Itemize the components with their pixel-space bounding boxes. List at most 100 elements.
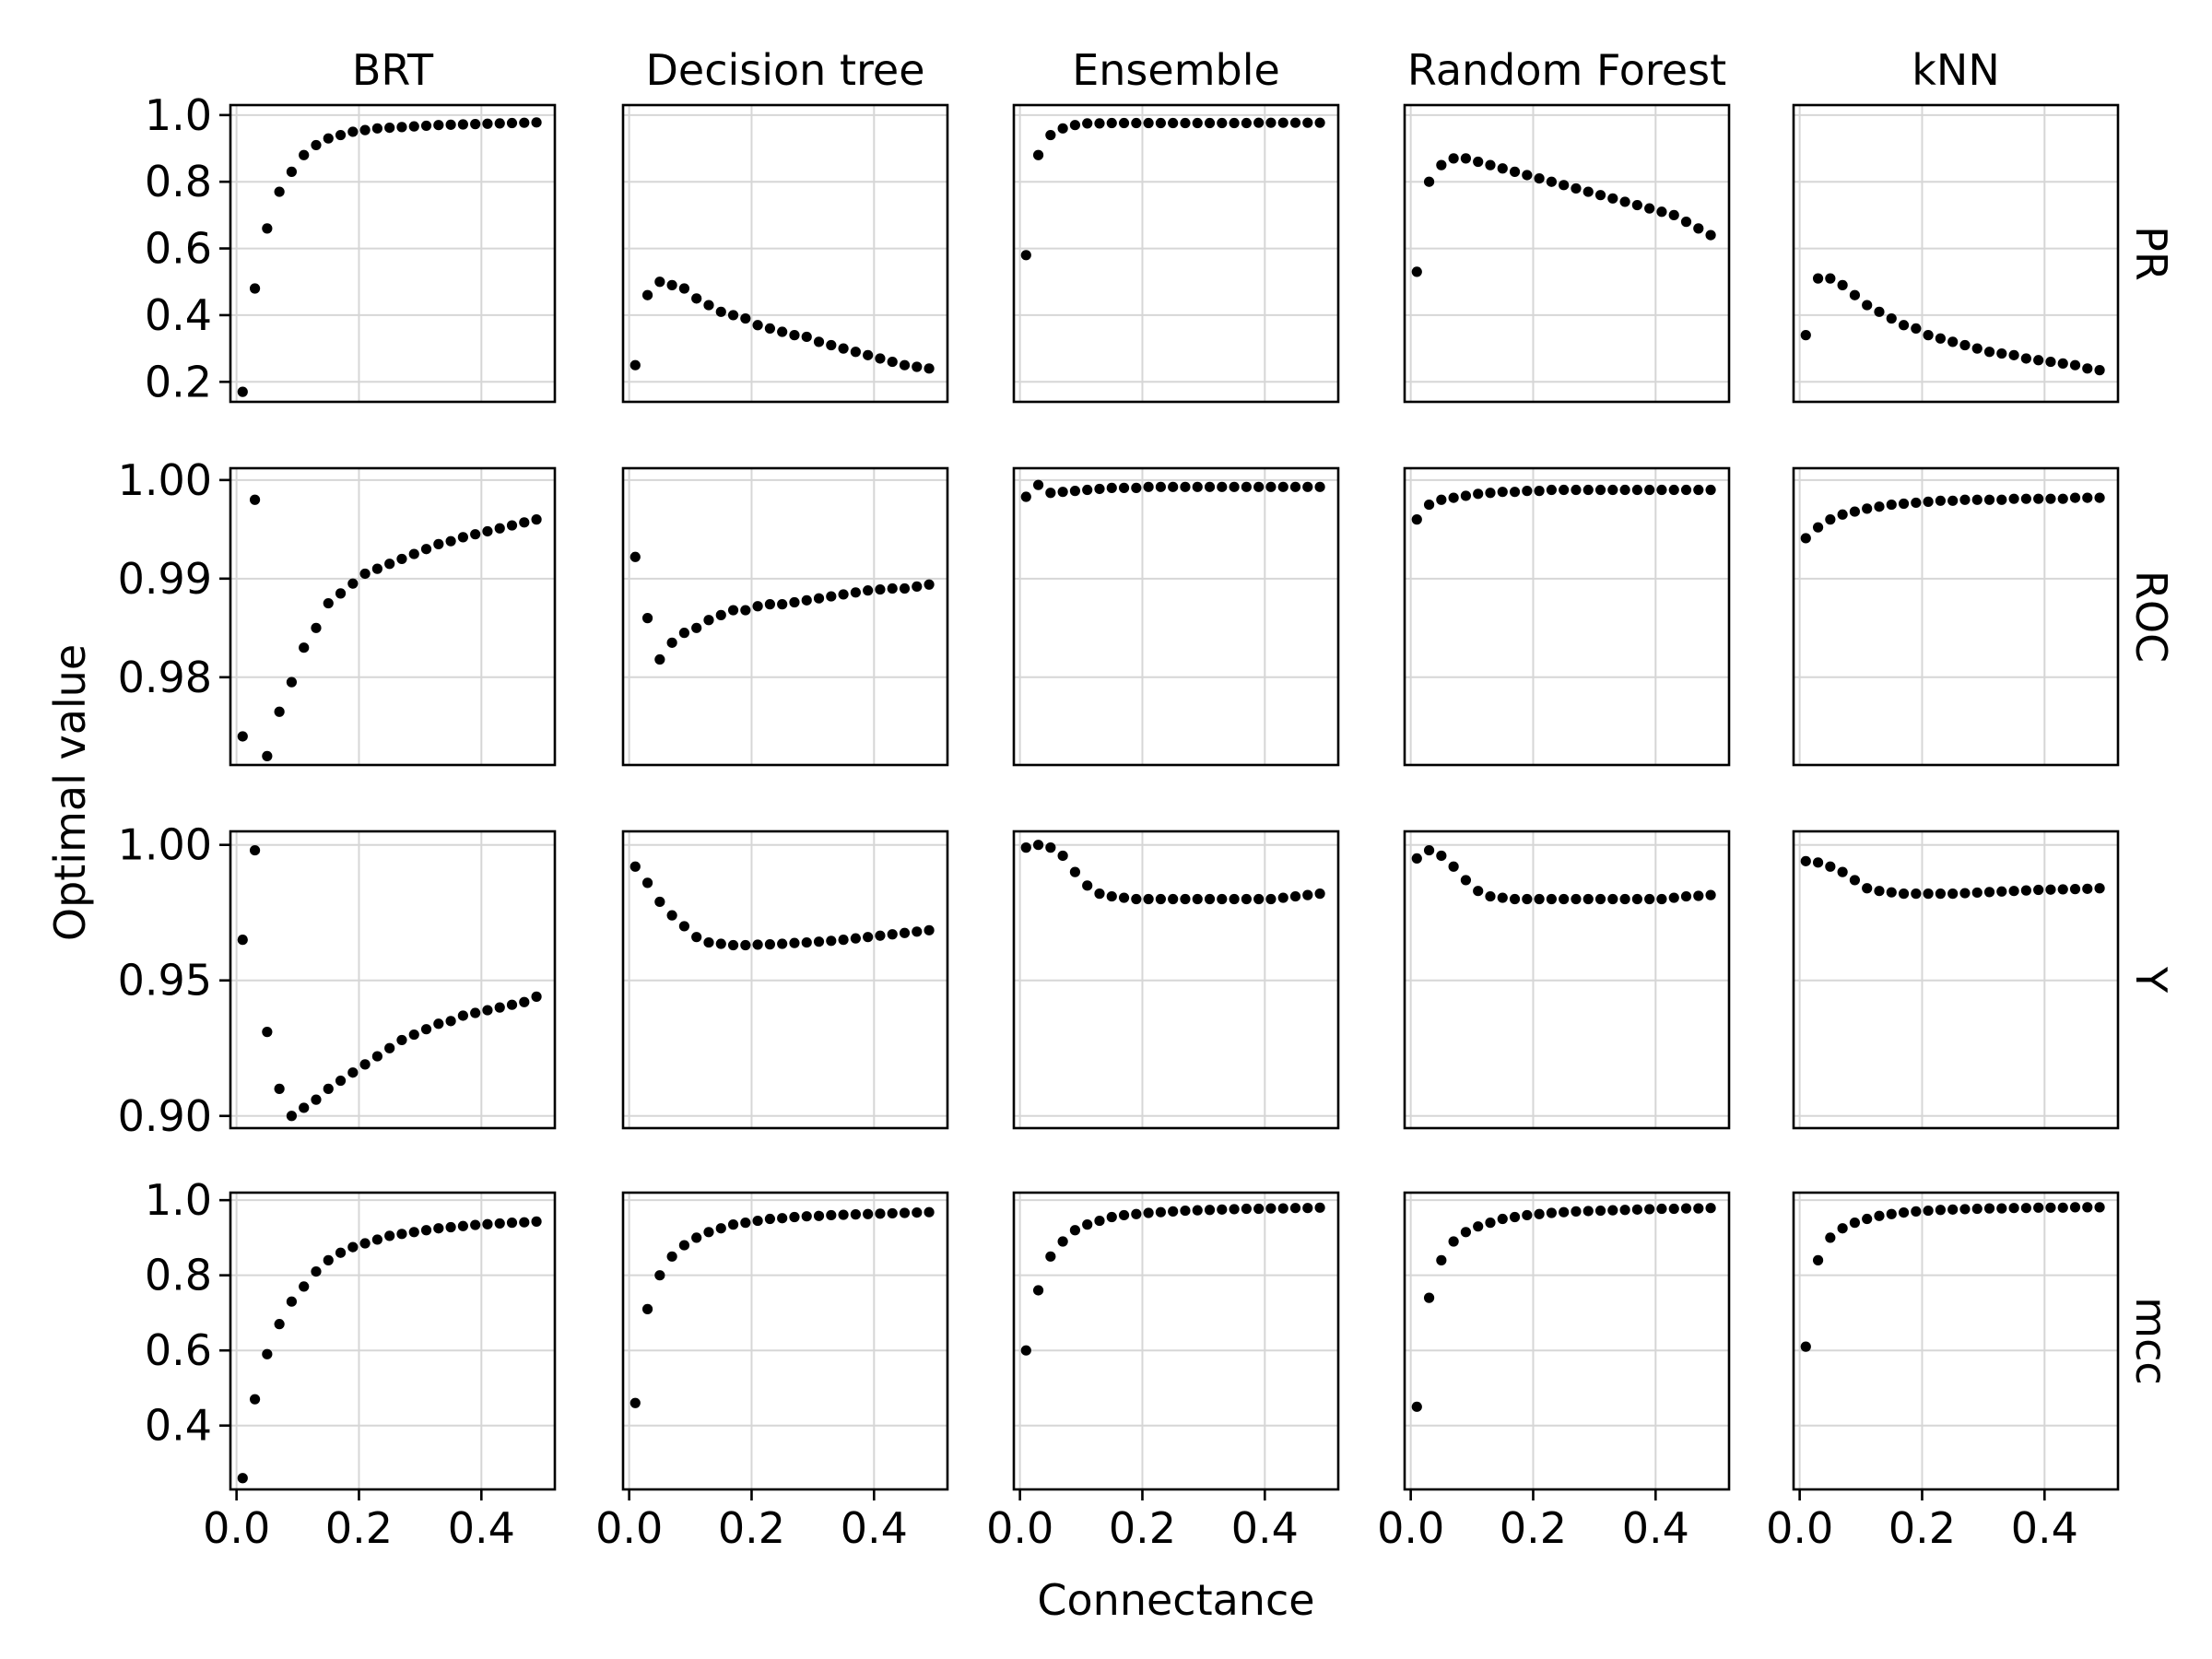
data-point-decision-tree-pr-12: [777, 326, 788, 337]
data-point-knn-roc-13: [1959, 494, 1971, 505]
data-point-knn-y-16: [1996, 886, 2007, 897]
data-point-decision-tree-y-23: [912, 926, 923, 937]
data-point-brt-roc-10: [359, 568, 371, 580]
data-point-ensemble-pr-20: [1265, 117, 1277, 128]
y-tick-label-pr-3: 0.4: [145, 290, 212, 340]
data-point-knn-y-12: [1947, 888, 1959, 900]
data-point-ensemble-pr-22: [1289, 117, 1301, 128]
data-point-ensemble-mcc-8: [1118, 1209, 1130, 1221]
data-point-decision-tree-mcc-24: [924, 1206, 935, 1218]
data-point-ensemble-y-19: [1253, 893, 1265, 905]
data-point-knn-pr-24: [2094, 365, 2105, 376]
data-point-brt-y-2: [262, 1027, 273, 1038]
data-point-brt-pr-1: [249, 283, 261, 294]
data-point-brt-pr-19: [470, 119, 481, 130]
data-point-random-forest-mcc-9: [1522, 1209, 1533, 1221]
data-point-decision-tree-mcc-1: [641, 1303, 653, 1314]
data-point-brt-y-22: [506, 999, 518, 1010]
data-point-knn-mcc-16: [1996, 1203, 2007, 1214]
data-point-knn-mcc-10: [1923, 1205, 1934, 1217]
data-point-random-forest-mcc-18: [1631, 1204, 1642, 1215]
data-point-knn-pr-2: [1825, 273, 1836, 284]
data-point-ensemble-y-12: [1168, 893, 1179, 905]
data-point-ensemble-roc-18: [1241, 481, 1252, 492]
data-point-ensemble-y-5: [1082, 880, 1093, 891]
data-point-decision-tree-roc-20: [875, 583, 886, 595]
data-point-ensemble-mcc-2: [1045, 1251, 1056, 1262]
data-point-decision-tree-mcc-21: [887, 1207, 898, 1219]
data-point-brt-mcc-1: [249, 1394, 261, 1405]
data-point-random-forest-y-11: [1546, 893, 1557, 905]
data-point-knn-y-20: [2045, 884, 2056, 895]
data-point-random-forest-y-5: [1473, 886, 1484, 897]
data-point-random-forest-pr-6: [1485, 159, 1496, 171]
data-point-decision-tree-mcc-7: [715, 1223, 726, 1234]
column-title-random-forest: Random Forest: [1407, 45, 1726, 95]
data-point-ensemble-mcc-15: [1204, 1205, 1216, 1216]
data-point-decision-tree-pr-7: [715, 306, 726, 317]
data-point-decision-tree-mcc-17: [838, 1209, 849, 1220]
data-point-brt-y-17: [445, 1016, 456, 1027]
data-point-brt-mcc-15: [420, 1225, 432, 1236]
data-point-brt-mcc-9: [347, 1241, 359, 1253]
data-point-brt-pr-21: [494, 118, 505, 129]
panel-frame-ensemble-roc: [1012, 466, 1340, 767]
data-point-knn-roc-24: [2094, 492, 2105, 503]
data-point-ensemble-y-2: [1045, 842, 1056, 853]
panel-frame-decision-tree-pr: [621, 103, 949, 404]
data-point-knn-mcc-13: [1959, 1204, 1971, 1215]
data-point-decision-tree-y-4: [678, 921, 690, 932]
data-point-random-forest-roc-6: [1485, 488, 1496, 499]
x-tick-label-ensemble-2: 0.4: [1231, 1503, 1299, 1553]
data-point-ensemble-y-10: [1143, 893, 1154, 905]
data-point-ensemble-mcc-0: [1020, 1345, 1031, 1356]
data-point-knn-roc-6: [1874, 501, 1885, 512]
data-point-knn-pr-20: [2045, 356, 2056, 368]
data-point-knn-roc-9: [1911, 497, 1922, 509]
y-axis-label: Optimal value: [45, 644, 95, 941]
data-point-knn-mcc-20: [2045, 1202, 2056, 1213]
data-point-brt-roc-22: [506, 520, 518, 531]
data-point-brt-y-7: [323, 1083, 334, 1094]
data-point-decision-tree-mcc-10: [752, 1215, 763, 1227]
data-point-brt-y-24: [531, 991, 542, 1002]
data-point-brt-pr-4: [286, 166, 298, 177]
data-point-decision-tree-mcc-8: [727, 1219, 739, 1230]
data-point-ensemble-roc-16: [1217, 481, 1228, 492]
data-point-decision-tree-roc-12: [777, 599, 788, 610]
y-tick-label-roc-1: 0.99: [118, 554, 212, 604]
data-point-knn-y-6: [1874, 886, 1885, 897]
data-point-ensemble-roc-11: [1155, 481, 1166, 492]
data-point-ensemble-pr-6: [1094, 118, 1105, 129]
data-point-random-forest-mcc-13: [1571, 1206, 1582, 1217]
data-point-brt-pr-18: [457, 119, 468, 130]
data-point-knn-mcc-3: [1837, 1223, 1848, 1234]
data-point-decision-tree-mcc-4: [678, 1240, 690, 1251]
data-point-decision-tree-mcc-6: [703, 1227, 714, 1238]
data-point-knn-pr-10: [1923, 330, 1934, 341]
data-point-knn-roc-11: [1935, 495, 1946, 506]
data-point-knn-pr-21: [2057, 358, 2068, 369]
data-point-brt-y-23: [519, 996, 530, 1007]
data-point-random-forest-roc-19: [1644, 484, 1655, 496]
data-point-decision-tree-pr-15: [813, 336, 825, 347]
data-point-ensemble-y-9: [1131, 893, 1142, 905]
data-point-random-forest-y-22: [1680, 890, 1692, 902]
x-tick-label-random-forest-0: 0.0: [1377, 1503, 1444, 1553]
data-point-brt-roc-17: [445, 535, 456, 547]
data-point-decision-tree-pr-14: [801, 331, 812, 343]
data-point-knn-pr-15: [1983, 347, 1995, 358]
data-point-ensemble-roc-5: [1082, 484, 1093, 496]
data-point-ensemble-y-22: [1289, 890, 1301, 902]
data-point-ensemble-pr-4: [1069, 120, 1081, 131]
data-point-decision-tree-y-12: [777, 938, 788, 949]
data-point-random-forest-mcc-20: [1656, 1203, 1667, 1215]
data-point-ensemble-mcc-24: [1314, 1202, 1325, 1213]
data-point-random-forest-y-9: [1522, 893, 1533, 905]
data-point-ensemble-roc-1: [1032, 479, 1044, 490]
data-point-knn-y-17: [2008, 886, 2019, 897]
data-point-brt-y-11: [371, 1051, 382, 1062]
grid-layer: [230, 105, 2118, 1489]
data-point-ensemble-mcc-18: [1241, 1203, 1252, 1215]
panel-frame-knn-y: [1792, 830, 2120, 1130]
